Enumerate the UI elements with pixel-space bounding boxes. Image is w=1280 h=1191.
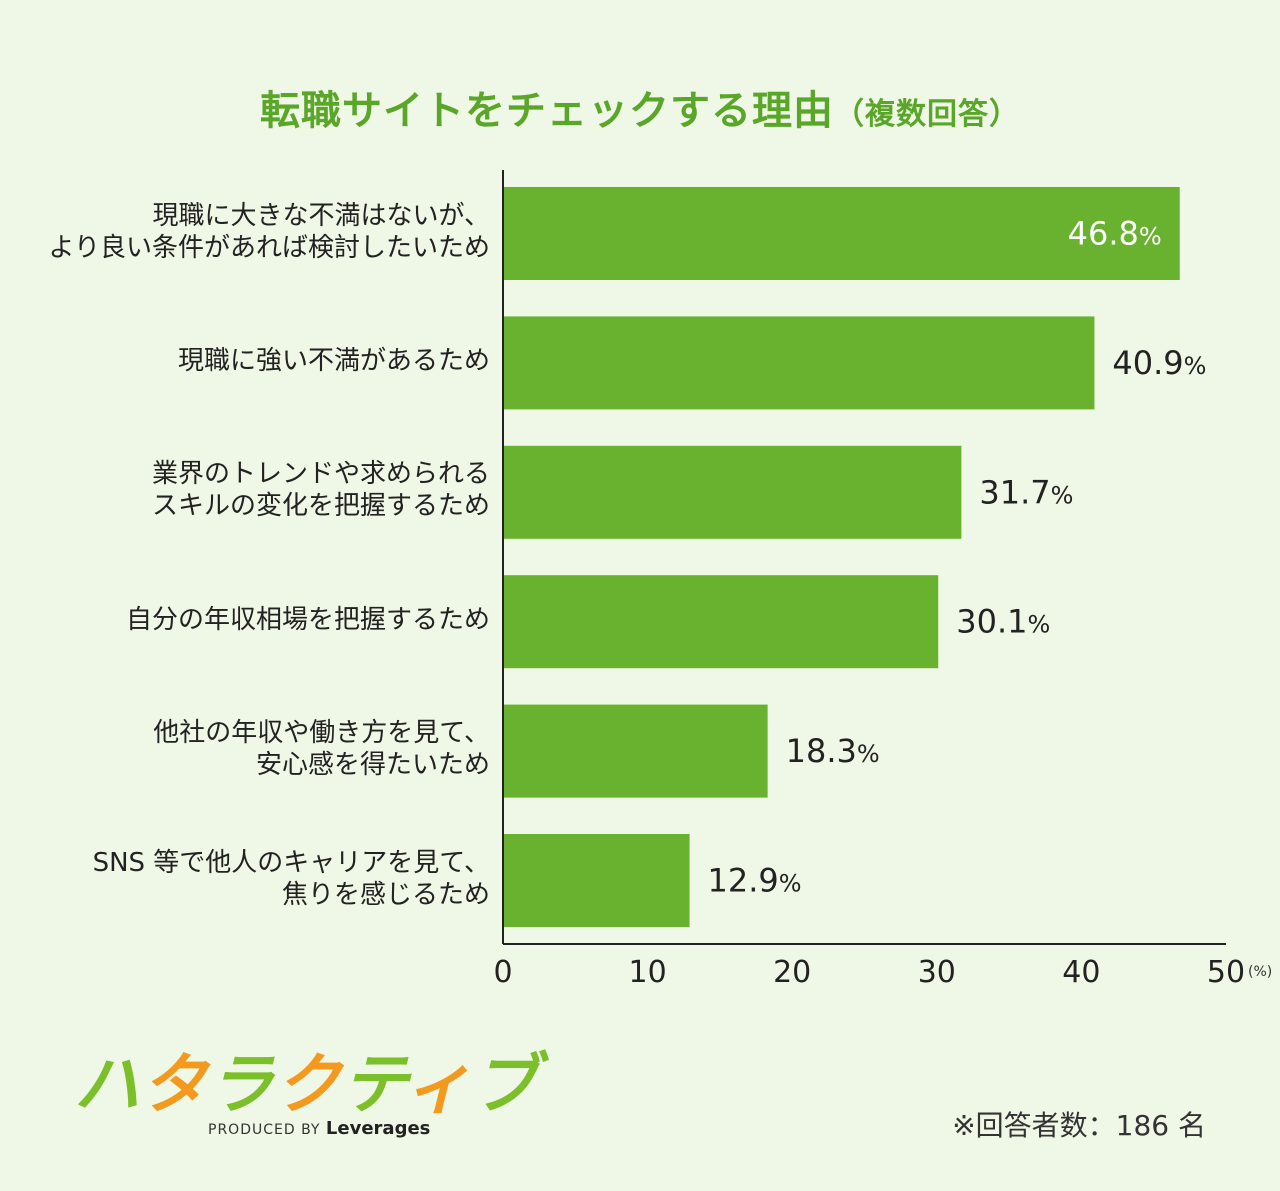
value-label: 40.9%: [1112, 344, 1206, 382]
value-label: 12.9%: [708, 862, 802, 900]
category-label-line: 現職に強い不満があるため: [177, 345, 490, 376]
logo-char: タ: [141, 1046, 208, 1123]
logo-char: ハ: [74, 1046, 141, 1123]
x-axis-unit: (%): [1248, 964, 1272, 980]
value-label: 18.3%: [786, 732, 880, 770]
category-label-line: 焦りを感じるため: [281, 879, 490, 910]
value-label: 46.8%: [1068, 215, 1162, 253]
category-label: 現職に大きな不満はないが、 より良い条件があれば検討したいため: [10, 200, 490, 264]
category-label: 他社の年収や働き方を見て、 安心感を得たいため: [10, 717, 490, 781]
category-label-line: 業界のトレンドや求められる: [151, 459, 490, 490]
logo-char: ク: [275, 1046, 342, 1123]
bar: [503, 575, 939, 669]
logo-char: ィ: [405, 1046, 473, 1123]
x-tick-label: 10: [629, 955, 667, 990]
leverages-brand: Leverages: [325, 1118, 431, 1139]
category-label-line: 現職に大きな不満はないが、: [152, 200, 490, 231]
category-label: 業界のトレンドや求められる スキルの変化を把握するため: [10, 458, 490, 522]
category-label-line: より良い条件があれば検討したいため: [48, 232, 490, 263]
logo-produced-by: PRODUCED BY Leverages: [208, 1118, 431, 1139]
category-label-line: 他社の年収や働き方を見て、: [153, 718, 490, 749]
chart-title-main: 転職サイトをチェックする理由: [260, 88, 834, 134]
category-label: 自分の年収相場を把握するため: [10, 604, 490, 636]
category-label-line: SNS 等で他人のキャリアを見て、: [92, 847, 490, 878]
x-tick-label: 0: [493, 955, 512, 990]
x-tick-label: 50: [1207, 955, 1245, 990]
category-label-line: 安心感を得たいため: [255, 750, 490, 781]
value-label: 30.1%: [956, 603, 1050, 641]
chart-title: 転職サイトをチェックする理由（複数回答）: [0, 78, 1280, 136]
bar: [503, 187, 1180, 280]
chart-title-sub: （複数回答）: [834, 97, 1020, 132]
bar: [503, 316, 1095, 410]
bar: [503, 834, 690, 927]
x-tick-label: 30: [918, 955, 956, 990]
value-label: 31.7%: [979, 473, 1073, 511]
category-label-line: スキルの変化を把握するため: [151, 491, 490, 522]
hataractive-logo: ハタラクティブ PRODUCED BY Leverages: [74, 1050, 539, 1140]
bar: [503, 445, 962, 539]
x-tick-label: 20: [773, 955, 811, 990]
logo-wordmark: ハタラクティブ: [74, 1050, 539, 1120]
category-label-line: 自分の年収相場を把握するため: [125, 604, 490, 635]
x-tick-label: 40: [1062, 955, 1100, 990]
bar: [503, 704, 768, 798]
logo-char: ラ: [208, 1046, 275, 1123]
respondent-note: ※回答者数：186 名: [952, 1109, 1206, 1142]
category-label: SNS 等で他人のキャリアを見て、 焦りを感じるため: [10, 847, 490, 911]
category-label: 現職に強い不満があるため: [10, 345, 490, 377]
logo-char: ブ: [472, 1046, 540, 1123]
logo-char: テ: [342, 1046, 406, 1123]
